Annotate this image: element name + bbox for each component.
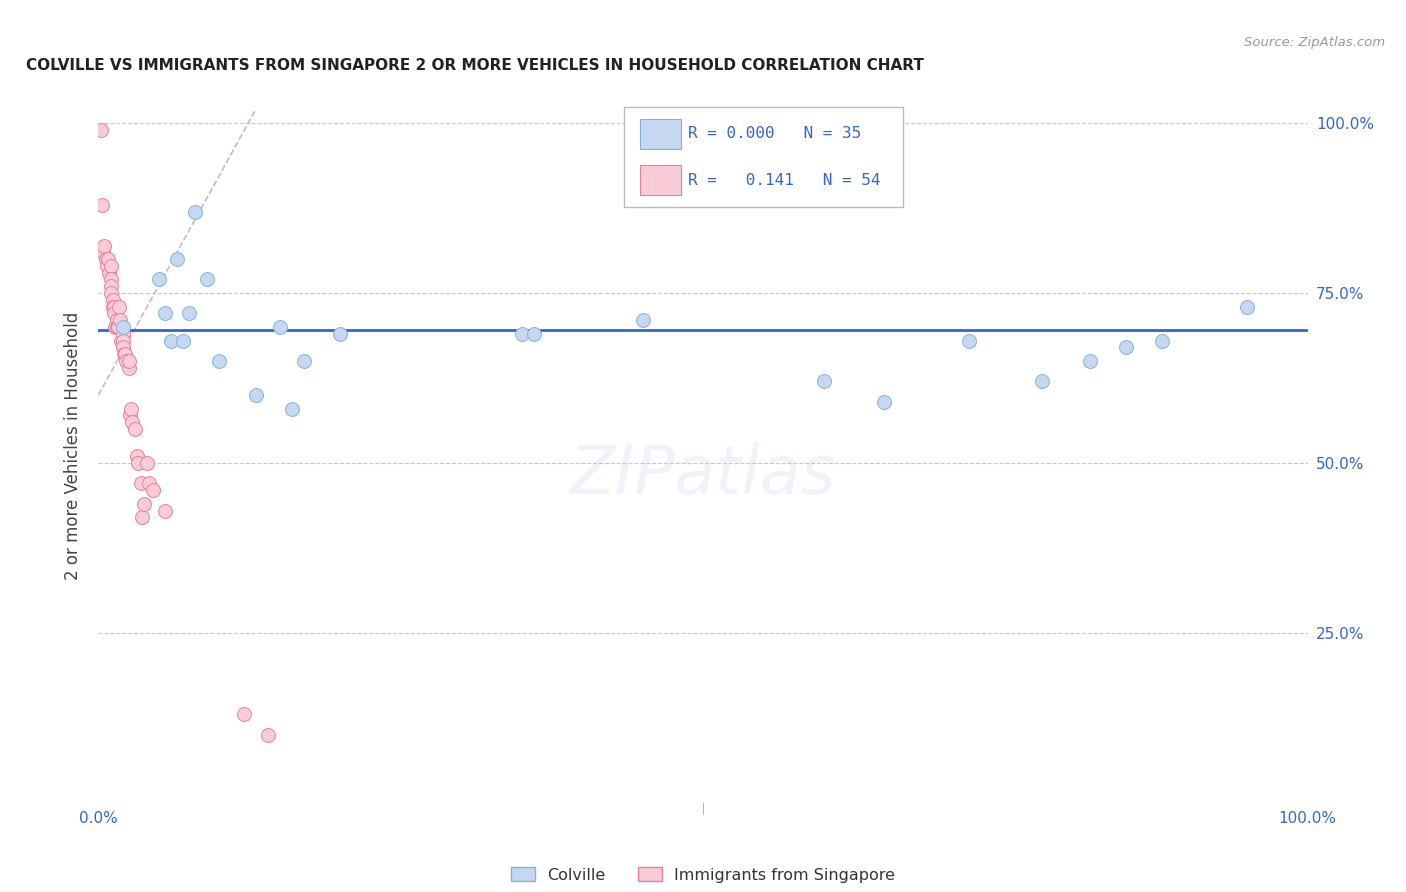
Point [172,334,194,348]
Point [114,347,136,361]
Point [153,306,176,320]
Point [129,476,152,491]
FancyBboxPatch shape [624,107,903,207]
Point [115,354,138,368]
Point [131,510,153,524]
Point [94,252,117,266]
Point [98,266,121,280]
FancyBboxPatch shape [640,165,682,195]
Point [329,326,352,341]
Point [208,354,231,368]
Point [1115,341,1137,355]
Point [256,728,278,742]
Point [120,401,142,416]
Point [111,320,134,334]
Point [179,306,201,320]
FancyBboxPatch shape [640,119,682,149]
Point [631,313,654,327]
Point [813,375,835,389]
Point [118,409,141,423]
Y-axis label: 2 or more Vehicles in Household: 2 or more Vehicles in Household [65,312,83,580]
Point [195,272,218,286]
Text: R =   0.141   N = 54: R = 0.141 N = 54 [689,173,882,187]
Point [105,313,128,327]
Point [1031,375,1053,389]
Point [873,394,896,409]
Point [93,238,115,252]
Point [134,497,156,511]
Text: COLVILLE VS IMMIGRANTS FROM SINGAPORE 2 OR MORE VEHICLES IN HOUSEHOLD CORRELATIO: COLVILLE VS IMMIGRANTS FROM SINGAPORE 2 … [25,58,924,73]
Point [103,300,125,314]
Point [107,320,129,334]
Point [100,279,122,293]
Point [111,341,134,355]
Point [100,286,122,301]
Point [510,326,533,341]
Text: R = 0.000   N = 35: R = 0.000 N = 35 [689,127,862,141]
Point [153,503,176,517]
Point [118,354,141,368]
Point [269,320,291,334]
Point [160,334,183,348]
Point [104,320,127,334]
Point [105,320,128,334]
Point [96,259,118,273]
Point [127,456,149,470]
Point [91,245,114,260]
Point [124,422,146,436]
Point [1152,334,1174,348]
Point [108,313,131,327]
Point [957,334,980,348]
Point [135,456,157,470]
Point [91,198,114,212]
Point [108,300,131,314]
Point [111,334,134,348]
Point [121,415,143,429]
Point [127,449,149,463]
Point [110,334,132,348]
Point [292,354,315,368]
Point [112,347,135,361]
Text: ZIPatlas: ZIPatlas [569,442,837,508]
Point [1078,354,1101,368]
Point [100,259,122,273]
Point [101,293,124,307]
Point [281,401,304,416]
Point [90,123,112,137]
Point [111,326,134,341]
Point [97,252,120,266]
Point [184,204,207,219]
Text: Source: ZipAtlas.com: Source: ZipAtlas.com [1244,36,1385,49]
Legend: Colville, Immigrants from Singapore: Colville, Immigrants from Singapore [505,861,901,889]
Point [148,272,170,286]
Point [523,326,546,341]
Point [142,483,165,498]
Point [138,476,160,491]
Point [245,388,267,402]
Point [166,252,188,266]
Point [232,707,254,722]
Point [101,300,124,314]
Point [103,306,125,320]
Point [1236,300,1258,314]
Point [100,272,122,286]
Point [118,360,141,375]
